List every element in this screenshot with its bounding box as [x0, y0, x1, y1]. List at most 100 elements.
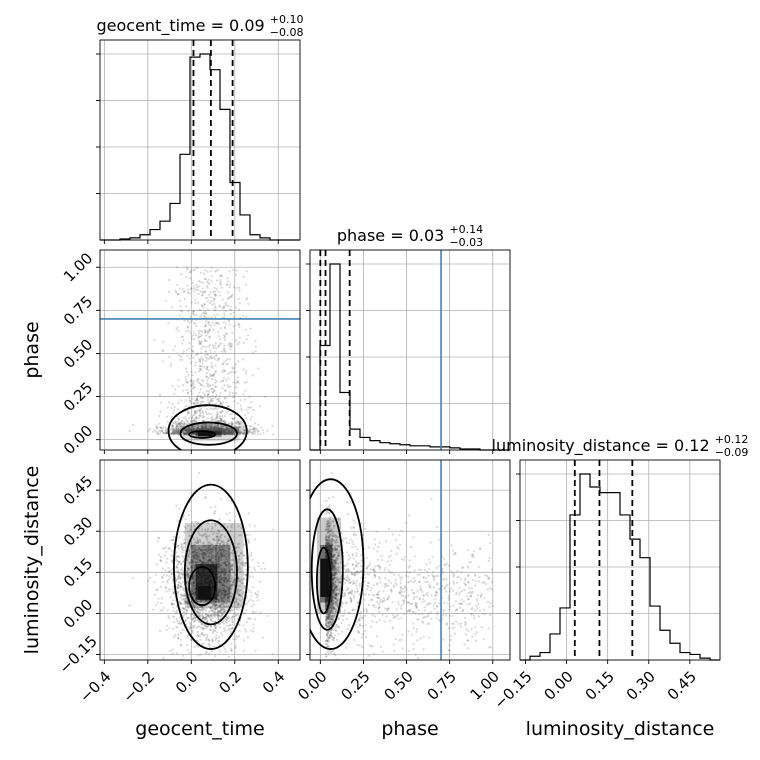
- sample-point: [223, 428, 226, 431]
- sample-point: [180, 593, 183, 597]
- sample-point: [188, 430, 191, 433]
- sample-point: [227, 428, 230, 431]
- sample-point: [180, 621, 183, 625]
- sample-point: [179, 427, 182, 430]
- sample-point: [161, 576, 164, 579]
- sample-point: [224, 350, 227, 353]
- sample-point: [231, 367, 234, 370]
- sample-point: [223, 431, 226, 434]
- sample-point: [194, 433, 197, 436]
- sample-point: [218, 428, 221, 431]
- sample-point: [212, 429, 215, 432]
- sample-point: [195, 557, 198, 560]
- sample-point: [228, 431, 231, 434]
- sample-point: [207, 561, 210, 565]
- sample-point: [168, 291, 171, 294]
- sample-point: [255, 427, 258, 430]
- sample-point: [242, 582, 245, 585]
- sample-point: [190, 269, 193, 272]
- sample-point: [225, 432, 228, 435]
- sample-point: [230, 587, 233, 590]
- sample-point: [232, 432, 235, 436]
- sample-point: [213, 324, 216, 327]
- sample-point: [207, 278, 210, 281]
- sample-point: [192, 402, 195, 405]
- sample-point: [183, 421, 186, 424]
- sample-point: [222, 429, 226, 432]
- sample-point: [214, 620, 217, 623]
- sample-point: [171, 425, 174, 428]
- sample-point: [197, 292, 200, 295]
- sample-point: [198, 425, 201, 428]
- sample-point: [221, 428, 224, 431]
- sample-point: [219, 568, 222, 571]
- sample-point: [161, 597, 164, 600]
- sample-point: [219, 429, 222, 432]
- sample-point: [176, 326, 179, 329]
- sample-point: [211, 357, 214, 360]
- sample-point: [216, 427, 219, 431]
- sample-point: [214, 294, 217, 297]
- sample-point: [186, 370, 189, 373]
- sample-point: [250, 554, 253, 557]
- sample-point: [177, 426, 180, 429]
- contour-level-3: [188, 430, 217, 439]
- sample-point: [238, 422, 242, 425]
- sample-point: [236, 636, 239, 639]
- sample-point: [195, 417, 198, 420]
- sample-point: [202, 426, 205, 429]
- sample-point: [193, 425, 196, 428]
- sample-point: [252, 627, 255, 630]
- sample-point: [224, 549, 227, 552]
- sample-point: [220, 431, 223, 435]
- sample-point: [227, 589, 231, 593]
- sample-point: [192, 592, 195, 595]
- sample-point: [174, 612, 177, 615]
- sample-point: [200, 356, 203, 359]
- sample-point: [217, 581, 220, 584]
- sample-point: [261, 636, 265, 639]
- sample-point: [222, 548, 225, 551]
- sample-point: [184, 415, 187, 418]
- sample-point: [206, 426, 209, 429]
- sample-point: [218, 415, 221, 418]
- sample-point: [203, 633, 206, 637]
- sample-point: [189, 429, 192, 432]
- sample-point: [208, 329, 211, 332]
- sample-point: [220, 428, 223, 431]
- sample-point: [189, 561, 192, 564]
- sample-point: [221, 430, 224, 433]
- sample-point: [191, 425, 194, 428]
- sample-point: [201, 426, 204, 430]
- sample-point: [222, 431, 225, 434]
- sample-point: [217, 578, 220, 581]
- sample-point: [213, 426, 216, 429]
- sample-point: [223, 433, 226, 436]
- sample-point: [225, 430, 228, 433]
- sample-point: [190, 287, 193, 290]
- sample-point: [240, 407, 243, 410]
- sample-point: [242, 639, 245, 642]
- sample-point: [205, 617, 208, 620]
- sample-point: [254, 611, 257, 614]
- sample-point: [228, 342, 231, 345]
- sample-point: [187, 310, 190, 313]
- sample-point: [248, 533, 251, 536]
- sample-point: [215, 419, 218, 422]
- sample-point: [218, 397, 221, 400]
- sample-point: [223, 627, 226, 630]
- sample-point: [215, 431, 218, 434]
- sample-point: [159, 609, 162, 612]
- sample-point: [205, 368, 208, 371]
- sample-point: [216, 432, 220, 435]
- sample-point: [172, 421, 176, 425]
- sample-point: [192, 620, 196, 623]
- sample-point: [191, 387, 194, 390]
- sample-point: [224, 389, 227, 393]
- sample-point: [191, 345, 194, 348]
- sample-point: [233, 571, 236, 574]
- sample-point: [225, 432, 228, 435]
- sample-point: [184, 429, 187, 432]
- sample-point: [198, 423, 201, 426]
- sample-point: [188, 321, 191, 324]
